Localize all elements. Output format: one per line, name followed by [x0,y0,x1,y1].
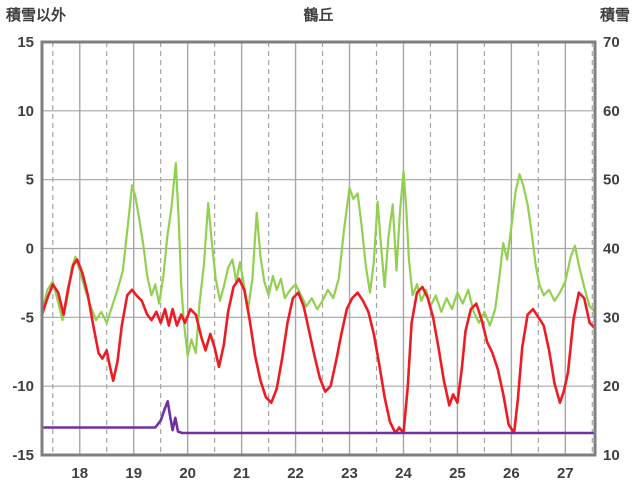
chart-title: 鶴丘 [303,7,334,24]
x-tick-label: 24 [395,465,412,482]
left-tick-label: 10 [17,103,34,120]
x-tick-label: 20 [179,465,196,482]
x-tick-label: 27 [557,465,574,482]
v-gridlines-solid [79,42,567,455]
x-tick-label: 19 [125,465,142,482]
right-tick-label: 20 [603,378,620,395]
left-tick-label: -15 [12,447,34,464]
left-tick-label: 15 [17,34,34,51]
x-axis-ticks: 18 19 20 21 22 23 24 25 26 27 [71,465,573,482]
x-tick-label: 26 [503,465,520,482]
x-tick-label: 22 [287,465,304,482]
plot-border [40,40,597,457]
x-tick-label: 23 [341,465,358,482]
right-tick-label: 10 [603,447,620,464]
x-tick-label: 21 [233,465,250,482]
right-tick-label: 40 [603,241,620,258]
left-tick-label: 5 [26,172,34,189]
x-tick-label: 18 [71,465,88,482]
right-tick-label: 50 [603,172,620,189]
right-axis-title: 積雪 [599,7,630,24]
left-axis-title: 積雪以外 [6,7,67,24]
series-green-line [42,162,595,357]
series-lines [42,162,595,435]
right-tick-label: 70 [603,34,620,51]
series-purple-line [42,399,595,435]
series-red-line [42,258,595,435]
right-tick-label: 60 [603,103,620,120]
right-tick-label: 30 [603,309,620,326]
x-tick-label: 25 [449,465,466,482]
left-tick-label: -10 [12,378,34,395]
left-axis-ticks: 15 10 5 0 -5 -10 -15 [12,34,34,464]
right-axis-ticks: 70 60 50 40 30 20 10 [603,34,620,464]
left-tick-label: -5 [21,309,34,326]
left-tick-label: 0 [26,241,34,258]
